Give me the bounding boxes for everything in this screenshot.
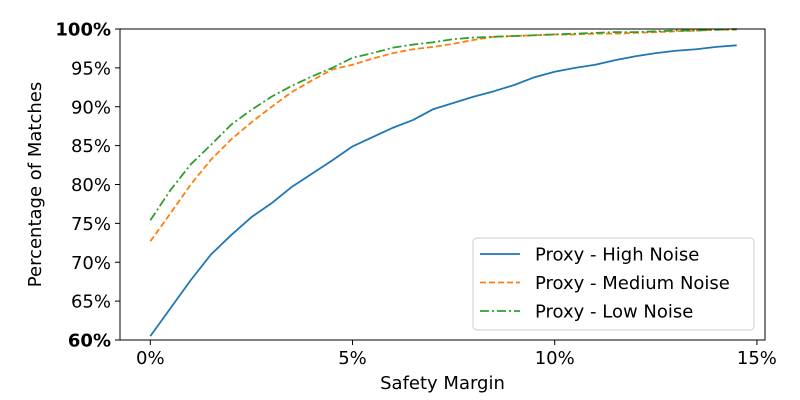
y-axis-label: Percentage of Matches	[25, 82, 46, 287]
x-tick-label: 15%	[737, 348, 777, 369]
y-tick-label: 70%	[71, 253, 111, 274]
y-tick-label: 60%	[68, 331, 111, 352]
y-tick-label: 65%	[71, 292, 111, 313]
legend-label-2: Proxy - Low Noise	[535, 302, 693, 323]
y-tick-label: 80%	[71, 175, 111, 196]
y-tick-label: 90%	[71, 97, 111, 118]
y-tick-label: 95%	[71, 58, 111, 79]
x-tick-label: 10%	[535, 348, 575, 369]
legend: Proxy - High Noise Proxy - Medium Noise Pr…	[472, 237, 755, 331]
plot-lines	[149, 28, 737, 337]
legend-label-1: Proxy - Medium Noise	[535, 273, 730, 294]
legend-box	[472, 237, 755, 331]
y-axis: 60% 65% 70% 75% 80% 85% 90% 95% 100%	[55, 20, 120, 352]
x-tick-label: 0%	[136, 348, 165, 369]
legend-label-0: Proxy - High Noise	[535, 245, 699, 266]
y-tick-label: 100%	[55, 20, 111, 41]
x-axis-label: Safety Margin	[380, 373, 505, 394]
series-line-2	[149, 28, 737, 221]
x-axis: 0% 5% 10% 15%	[136, 340, 777, 369]
y-tick-label: 75%	[71, 214, 111, 235]
series-line-0	[149, 44, 737, 337]
y-tick-label: 85%	[71, 136, 111, 157]
x-tick-label: 5%	[338, 348, 367, 369]
series-line-1	[149, 28, 737, 242]
